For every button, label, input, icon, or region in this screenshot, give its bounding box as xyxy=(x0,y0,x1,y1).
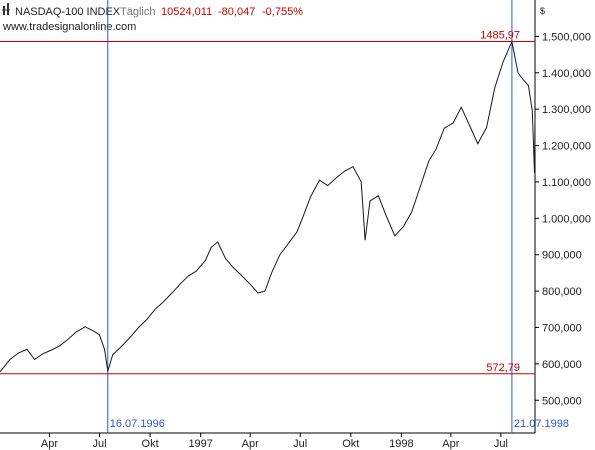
chart-header: NASDAQ-100 INDEX Täglich 10524,011 -80,0… xyxy=(2,3,545,33)
date-marker-label: 21.07.1998 xyxy=(514,418,569,430)
x-tick-label: Apr xyxy=(242,438,259,450)
x-tick-label: 1997 xyxy=(188,438,212,450)
price-change-pct: -0,755% xyxy=(262,6,303,18)
instrument-name: NASDAQ-100 INDEX xyxy=(15,6,121,18)
y-tick-label: 700,000 xyxy=(542,322,582,334)
marker-labels: 16.07.1996 21.07.1998 1485,97 572,79 xyxy=(110,29,569,430)
price-marker-label: 572,79 xyxy=(486,362,520,374)
price-change: -80,047 xyxy=(218,6,255,18)
line-chart-icon xyxy=(2,3,10,15)
watermark-url: www.tradesignalonline.com xyxy=(2,21,136,33)
last-price: 10524,011 xyxy=(161,6,212,18)
price-markers xyxy=(0,40,535,375)
y-tick-label: 600,000 xyxy=(542,359,582,371)
y-tick-label: 1.500,000 xyxy=(542,31,591,43)
y-tick-label: 1.200,000 xyxy=(542,141,591,153)
x-tick-label: Jul xyxy=(92,438,106,450)
y-tick-label: 1.100,000 xyxy=(542,177,591,189)
date-marker-label: 16.07.1996 xyxy=(110,418,165,430)
y-axis: 500,000 600,000 700,000 800,000 900,000 1.000… xyxy=(535,31,591,407)
x-tick-label: Jul xyxy=(494,438,508,450)
x-axis: Apr Jul Okt 1997 Apr Jul Okt 1998 Apr Jul xyxy=(41,433,508,450)
x-tick-label: Okt xyxy=(342,438,359,450)
y-tick-label: 1.000,000 xyxy=(542,213,591,225)
x-tick-label: 1998 xyxy=(389,438,413,450)
price-marker-label: 1485,97 xyxy=(480,29,520,41)
interval-label: Täglich xyxy=(120,6,155,18)
x-tick-label: Apr xyxy=(41,438,58,450)
y-tick-label: 1.400,000 xyxy=(542,68,591,80)
date-markers xyxy=(107,0,513,433)
price-series-line xyxy=(0,39,536,373)
y-tick-label: 500,000 xyxy=(542,395,582,407)
y-tick-label: 900,000 xyxy=(542,250,582,262)
y-tick-label: 800,000 xyxy=(542,286,582,298)
x-tick-label: Jul xyxy=(293,438,307,450)
y-tick-label: 1.300,000 xyxy=(542,104,591,116)
x-tick-label: Okt xyxy=(142,438,159,450)
x-tick-label: Apr xyxy=(442,438,459,450)
currency-symbol: $ xyxy=(540,6,545,16)
